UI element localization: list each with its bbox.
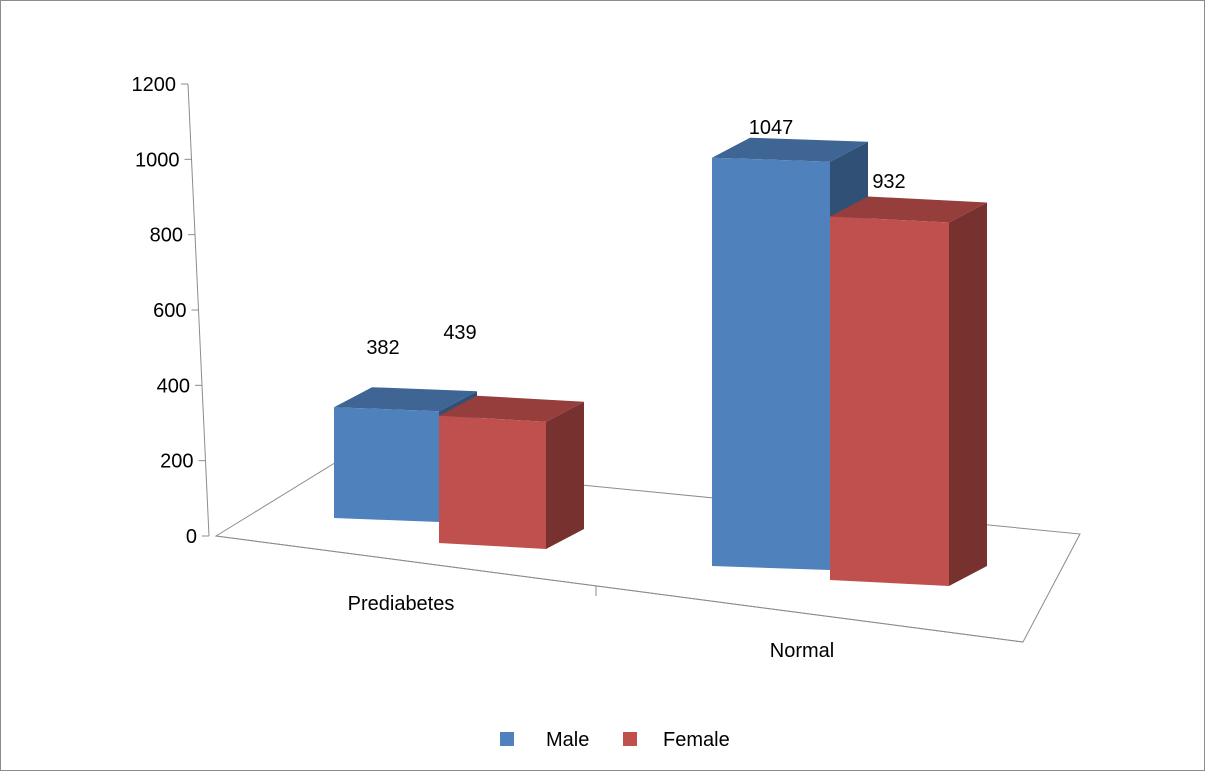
bar-female-normal (830, 196, 987, 586)
data-labels: 382 439 1047 932 (366, 117, 905, 359)
legend-label: Female (663, 729, 730, 751)
bar-top-face (334, 387, 477, 412)
category-label-normal: Normal (770, 640, 834, 662)
y-tick-label: 600 (153, 300, 186, 322)
data-label-female-prediabetes: 439 (443, 322, 476, 344)
legend-label: Male (546, 729, 589, 751)
y-tick-label: 1200 (132, 74, 177, 96)
legend-swatch (623, 732, 637, 746)
y-tick-label: 0 (186, 526, 197, 548)
bar-female-prediabetes (439, 395, 584, 549)
bar-front-face (712, 157, 830, 570)
category-label-prediabetes: Prediabetes (348, 593, 455, 615)
y-tick-label: 1000 (135, 149, 180, 171)
y-axis: 0 200 400 600 800 1000 1200 (132, 74, 210, 548)
data-label-male-normal: 1047 (749, 117, 794, 139)
bar-side-face (949, 202, 987, 586)
category-labels: Prediabetes Normal (348, 593, 835, 662)
bar-front-face (334, 407, 439, 522)
legend: Male Female (500, 729, 730, 751)
bar-top-face (439, 395, 584, 422)
bar-front-face (439, 415, 546, 549)
legend-item-male: Male (500, 729, 589, 751)
legend-item-female: Female (623, 729, 730, 751)
bar-top-face (712, 137, 868, 162)
legend-swatch (500, 732, 514, 746)
bar-side-face (546, 401, 584, 549)
data-label-female-normal: 932 (872, 171, 905, 193)
x-axis-line (215, 535, 1024, 643)
y-tick-label: 800 (150, 225, 183, 247)
y-tick-label: 400 (157, 375, 190, 397)
bars (334, 137, 987, 586)
bar-top-face (830, 196, 987, 223)
data-label-male-prediabetes: 382 (366, 337, 399, 359)
chart-floor (214, 460, 1081, 643)
bar-front-face (830, 216, 949, 586)
y-tick-label: 200 (160, 451, 193, 473)
